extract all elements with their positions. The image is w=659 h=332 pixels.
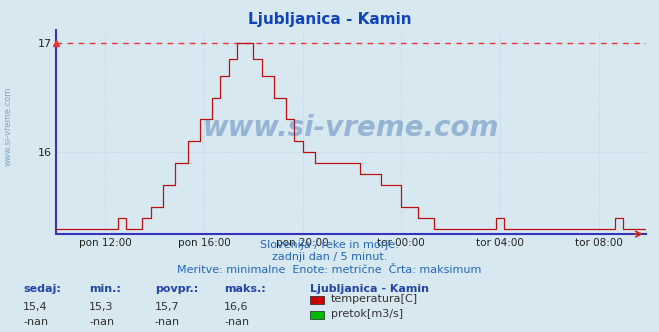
Text: 15,3: 15,3 bbox=[89, 302, 113, 312]
Text: www.si-vreme.com: www.si-vreme.com bbox=[3, 86, 13, 166]
Text: sedaj:: sedaj: bbox=[23, 284, 61, 294]
Text: Slovenija / reke in morje.: Slovenija / reke in morje. bbox=[260, 240, 399, 250]
Text: min.:: min.: bbox=[89, 284, 121, 294]
Text: 15,7: 15,7 bbox=[155, 302, 179, 312]
Text: Meritve: minimalne  Enote: metrične  Črta: maksimum: Meritve: minimalne Enote: metrične Črta:… bbox=[177, 265, 482, 275]
Text: maks.:: maks.: bbox=[224, 284, 266, 294]
Text: pretok[m3/s]: pretok[m3/s] bbox=[331, 309, 403, 319]
Text: zadnji dan / 5 minut.: zadnji dan / 5 minut. bbox=[272, 252, 387, 262]
Text: temperatura[C]: temperatura[C] bbox=[331, 294, 418, 304]
Text: Ljubljanica - Kamin: Ljubljanica - Kamin bbox=[248, 12, 411, 27]
Text: 15,4: 15,4 bbox=[23, 302, 47, 312]
Text: -nan: -nan bbox=[224, 317, 249, 327]
Text: 16,6: 16,6 bbox=[224, 302, 248, 312]
Text: Ljubljanica - Kamin: Ljubljanica - Kamin bbox=[310, 284, 429, 294]
Text: -nan: -nan bbox=[155, 317, 180, 327]
Text: www.si-vreme.com: www.si-vreme.com bbox=[203, 114, 499, 142]
Text: -nan: -nan bbox=[23, 317, 48, 327]
Text: povpr.:: povpr.: bbox=[155, 284, 198, 294]
Text: -nan: -nan bbox=[89, 317, 114, 327]
